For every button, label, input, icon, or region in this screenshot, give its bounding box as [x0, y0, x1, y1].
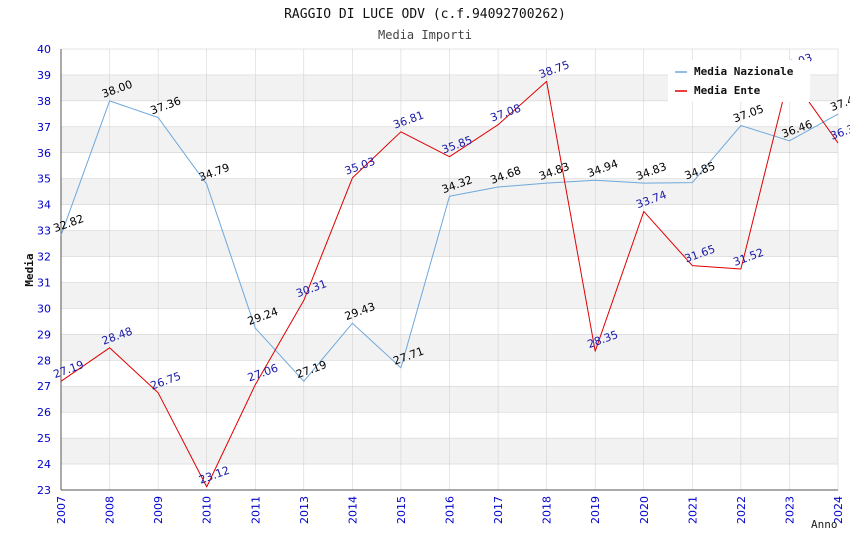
x-tick-label: 2017: [492, 496, 505, 524]
y-tick-label: 31: [37, 276, 51, 289]
axes: [60, 49, 838, 491]
series-line-nazionale: [60, 100, 839, 382]
data-labels: 32.8238.0037.3634.7929.2427.1929.4327.71…: [52, 51, 850, 487]
data-label: 23.12: [197, 464, 231, 487]
y-tick-label: 25: [37, 432, 51, 445]
x-tick-label: 2010: [201, 496, 214, 524]
legend-label-ente: Media Ente: [694, 84, 761, 97]
grid-lines: [60, 48, 839, 491]
legend-label-nazionale: Media Nazionale: [694, 65, 794, 78]
y-tick-label: 35: [37, 173, 51, 186]
x-tick-label: 2007: [55, 496, 68, 524]
y-tick-labels: 23 24 25 26 27 28 29 30 31 32 33 34 35 36 37 38 39 40: [37, 43, 51, 497]
y-tick-label: 27: [37, 380, 51, 393]
legend-box: [668, 60, 810, 102]
x-tick-labels: 2007 2008 2009 2010 2011 2013 2014 2015 2016 2017…: [55, 496, 845, 524]
y-tick-label: 24: [37, 458, 51, 471]
x-tick-label: 2023: [783, 496, 796, 524]
y-tick-label: 40: [37, 43, 51, 56]
x-tick-label: 2009: [152, 496, 165, 524]
x-tick-label: 2008: [104, 496, 117, 524]
data-label: 37.05: [731, 102, 765, 125]
y-tick-label: 23: [37, 484, 51, 497]
y-tick-label: 33: [37, 225, 51, 238]
y-tick-label: 29: [37, 328, 51, 341]
data-label: 37.08: [489, 102, 523, 125]
x-tick-label: 2018: [541, 496, 554, 524]
y-tick-label: 34: [37, 199, 51, 212]
x-tick-label: 2024: [832, 496, 845, 524]
x-tick-label: 2019: [589, 496, 602, 524]
data-label: 27.19: [52, 358, 86, 381]
chart-subtitle: Media Importi: [378, 28, 472, 42]
legend: Media Nazionale Media Ente: [668, 60, 810, 102]
data-label: 34.94: [586, 157, 620, 180]
y-tick-label: 36: [37, 147, 51, 160]
data-label: 35.03: [343, 155, 377, 178]
x-tick-label: 2011: [249, 496, 262, 524]
series-lines: [60, 73, 839, 488]
x-tick-label: 2014: [346, 496, 359, 524]
data-label: 27.19: [294, 358, 328, 381]
y-tick-label: 32: [37, 251, 51, 264]
x-tick-label: 2021: [686, 496, 699, 524]
y-tick-label: 26: [37, 406, 51, 419]
y-tick-label: 38: [37, 95, 51, 108]
data-label: 36.38: [829, 120, 850, 143]
y-tick-label: 37: [37, 121, 51, 134]
data-label: 27.06: [246, 362, 280, 385]
x-axis-label: Anno: [811, 518, 838, 531]
x-tick-label: 2020: [638, 496, 651, 524]
y-axis-label: Media: [23, 253, 36, 286]
y-tick-label: 30: [37, 302, 51, 315]
series-line-ente: [60, 73, 839, 488]
y-tick-label: 39: [37, 69, 51, 82]
x-tick-label: 2013: [298, 496, 311, 524]
chart-title: RAGGIO DI LUCE ODV (c.f.94092700262): [284, 7, 566, 22]
y-tick-label: 28: [37, 354, 51, 367]
x-tick-label: 2022: [735, 496, 748, 524]
x-tick-label: 2016: [444, 496, 457, 524]
x-tick-label: 2015: [395, 496, 408, 524]
